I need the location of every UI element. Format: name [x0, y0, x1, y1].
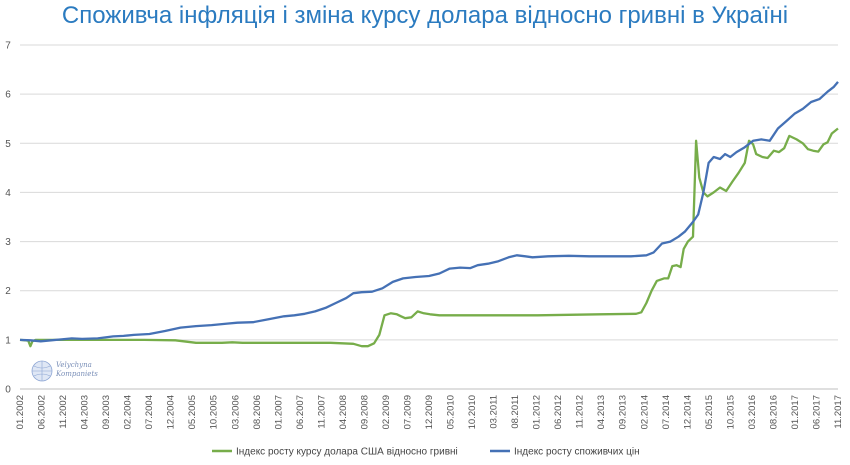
x-tick-label: 10.2005 [209, 395, 220, 429]
x-tick-label: 08.2011 [510, 395, 521, 429]
y-tick-label: 0 [5, 385, 11, 396]
x-tick-label: 11.2007 [316, 395, 327, 429]
x-tick-label: 10.2015 [725, 395, 736, 429]
x-tick-label: 07.2004 [144, 395, 155, 429]
x-tick-label: 01.2012 [532, 395, 543, 429]
logo-text-line1: Velychyna [56, 361, 92, 369]
x-tick-label: 08.2016 [768, 395, 779, 429]
x-tick-label: 01.2002 [15, 395, 26, 429]
x-tick-label: 11.2017 [833, 395, 844, 429]
legend-label-1: Індекс росту курсу долара США відносно г… [236, 447, 458, 458]
y-tick-label: 2 [5, 286, 11, 297]
x-tick-label: 06.2007 [295, 395, 306, 429]
y-tick-label: 6 [5, 90, 11, 101]
x-tick-label: 12.2004 [166, 395, 177, 429]
x-tick-label: 11.2012 [575, 395, 586, 429]
x-tick-label: 10.2010 [467, 395, 478, 429]
y-tick-label: 7 [5, 41, 11, 52]
x-tick-label: 05.2015 [704, 395, 715, 429]
chart-title: Споживча інфляція і зміна курсу долара в… [61, 2, 789, 29]
y-tick-label: 5 [5, 139, 11, 150]
x-tick-label: 07.2009 [402, 395, 413, 429]
x-tick-label: 04.2013 [596, 395, 607, 429]
x-tick-label: 05.2010 [446, 395, 457, 429]
x-tick-label: 06.2017 [811, 395, 822, 429]
legend-label-2: Індекс росту споживчих цін [514, 447, 640, 458]
x-tick-label: 06.2002 [37, 395, 48, 429]
x-tick-label: 08.2006 [252, 395, 263, 429]
x-tick-label: 04.2003 [80, 395, 91, 429]
series-line-2 [19, 81, 839, 343]
x-tick-label: 02.2014 [639, 395, 650, 429]
series-lines [19, 81, 839, 348]
x-tick-label: 12.2014 [682, 395, 693, 429]
y-tick-label: 1 [5, 335, 11, 346]
series-line-1 [19, 127, 839, 348]
watermark-logo: Velychyna Kompaniets [31, 360, 98, 382]
x-tick-label: 03.2006 [230, 395, 241, 429]
x-tick-label: 01.2017 [790, 395, 801, 429]
y-tick-label: 4 [5, 188, 11, 199]
logo-text-line2: Kompaniets [55, 370, 98, 378]
gridlines [20, 44, 838, 390]
x-tick-label: 04.2008 [338, 395, 349, 429]
x-tick-label: 11.2002 [58, 395, 69, 429]
x-tick-label: 06.2012 [553, 395, 564, 429]
x-tick-label: 09.2003 [101, 395, 112, 429]
x-tick-label: 03.2016 [747, 395, 758, 429]
x-tick-label: 05.2005 [187, 395, 198, 429]
y-tick-label: 3 [5, 237, 11, 248]
x-tick-label: 01.2007 [273, 395, 284, 429]
x-tick-label: 07.2014 [661, 395, 672, 429]
x-tick-label: 03.2011 [489, 395, 500, 429]
x-tick-label: 12.2009 [424, 395, 435, 429]
x-tick-label: 09.2013 [618, 395, 629, 429]
x-tick-label: 09.2008 [359, 395, 370, 429]
y-axis: 0 1 2 3 4 5 6 7 [5, 41, 11, 396]
x-axis: 01.2002 06.2002 11.2002 04.2003 09.2003 02.20… [15, 395, 844, 429]
legend: Індекс росту курсу долара США відносно г… [212, 447, 640, 458]
x-tick-label: 02.2004 [123, 395, 134, 429]
x-tick-label: 02.2009 [381, 395, 392, 429]
